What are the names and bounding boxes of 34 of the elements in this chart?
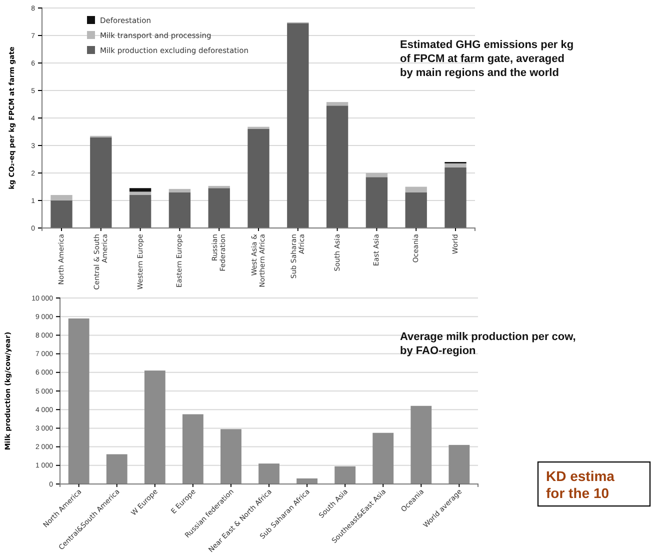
- bar: [182, 414, 204, 484]
- bar: [50, 195, 72, 200]
- bar: [106, 454, 128, 484]
- bar: [334, 466, 356, 484]
- bar: [326, 106, 348, 228]
- bar: [144, 370, 166, 484]
- bar: [220, 429, 242, 484]
- bar: [296, 478, 318, 484]
- bar: [90, 137, 112, 228]
- bar: [129, 192, 152, 195]
- bar: [258, 464, 280, 484]
- bar: [326, 102, 348, 106]
- bar: [287, 23, 309, 228]
- bar: [366, 177, 388, 228]
- bar: [405, 192, 427, 228]
- bar: [366, 173, 388, 178]
- bar: [129, 195, 152, 228]
- bar: [168, 192, 191, 228]
- bar: [410, 406, 432, 484]
- text: Estimated GHG emissions per kg of FPCM at farm gate, averaged by main regions and the world: [400, 39, 574, 79]
- bar: [448, 444, 470, 484]
- bar: [208, 188, 230, 228]
- bar: [208, 186, 230, 188]
- bar: [405, 186, 427, 192]
- bar: [444, 168, 466, 228]
- text: Average milk production per cow, by FAO-region: [400, 331, 576, 357]
- bar: [372, 432, 394, 484]
- bar: [168, 188, 191, 192]
- bar: [248, 129, 270, 228]
- bar: [129, 188, 152, 192]
- bar: [68, 318, 90, 484]
- bar: [444, 163, 466, 168]
- bar: [50, 200, 72, 228]
- text: KD estima for the 10: [546, 468, 615, 501]
